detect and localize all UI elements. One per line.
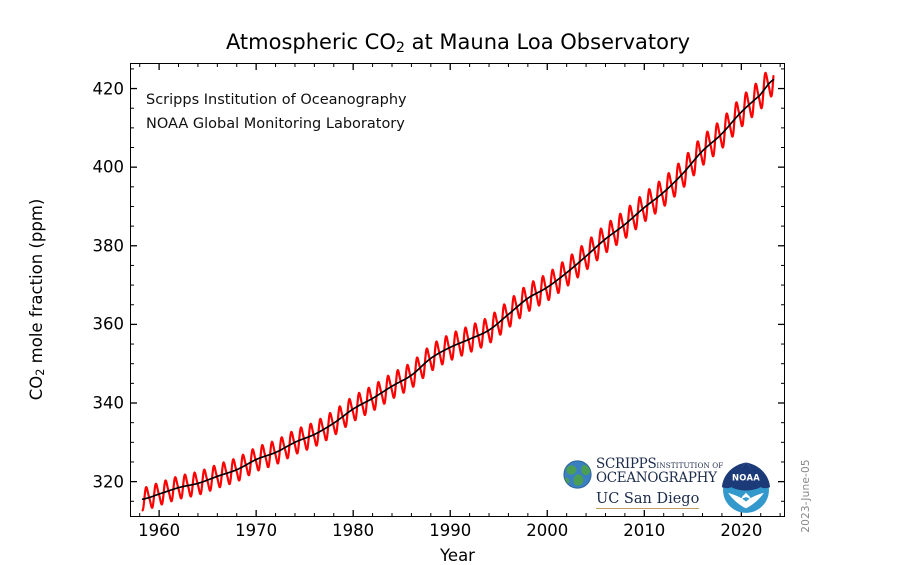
logo-group: SCRIPPSINSTITUTION OF OCEANOGRAPHY UC Sa…: [563, 456, 778, 518]
x-tick-label-2000: 2000: [526, 521, 569, 540]
x-axis-tick-labels: 1960 1970 1980 1990 2000 2010 2020: [0, 521, 916, 551]
annotation-line-scripps: Scripps Institution of Oceanography: [146, 92, 407, 108]
series-monthly-co2: [141, 71, 775, 512]
y-tick-label-320: 320: [92, 472, 125, 492]
y-axis-label-subscript: 2: [34, 368, 48, 376]
x-tick-label-2020: 2020: [720, 521, 763, 540]
y-tick-label-400: 400: [92, 157, 125, 177]
scripps-wordmark-line1: SCRIPPSINSTITUTION OF: [596, 456, 723, 472]
y-tick-label-340: 340: [92, 393, 125, 413]
x-tick-label-2010: 2010: [623, 521, 666, 540]
chart-title-pre: Atmospheric CO: [225, 30, 396, 54]
x-tick-label-1960: 1960: [138, 521, 181, 540]
x-axis-label: Year: [440, 546, 475, 565]
y-axis-label-pre: CO: [26, 375, 46, 401]
plot-area: [130, 63, 785, 517]
chart-title-post: at Mauna Loa Observatory: [404, 30, 691, 54]
scripps-institution-of: INSTITUTION OF: [656, 461, 724, 470]
x-tick-label-1980: 1980: [332, 521, 375, 540]
y-axis-tick-labels: 320 340 360 380 400 420: [62, 0, 125, 558]
chart-title-subscript: 2: [395, 40, 405, 57]
y-axis-label-post: mole fraction (ppm): [26, 198, 46, 369]
data-canvas: [141, 71, 775, 512]
annotation-line-noaa: NOAA Global Monitoring Laboratory: [146, 116, 405, 132]
globe-icon: [563, 460, 592, 489]
x-tick-label-1970: 1970: [235, 521, 278, 540]
noaa-logo: NOAA: [721, 462, 771, 513]
chart-title: Atmospheric CO2 at Mauna Loa Observatory: [0, 30, 916, 56]
y-axis-label: CO2 mole fraction (ppm): [26, 198, 48, 401]
scripps-oceanography: OCEANOGRAPHY: [596, 469, 717, 486]
y-tick-label-360: 360: [92, 314, 125, 334]
series-trend-co2: [141, 78, 775, 501]
y-tick-label-380: 380: [92, 236, 125, 256]
source-annotation: Scripps Institution of Oceanography NOAA…: [146, 88, 407, 136]
scripps-wordmark: SCRIPPSINSTITUTION OF OCEANOGRAPHY: [596, 456, 723, 486]
y-tick-label-420: 420: [92, 79, 125, 99]
ucsd-wordmark: UC San Diego: [596, 491, 700, 509]
scripps-logo: SCRIPPSINSTITUTION OF OCEANOGRAPHY UC Sa…: [563, 456, 723, 516]
x-tick-label-1990: 1990: [429, 521, 472, 540]
noaa-logo-text: NOAA: [732, 472, 760, 482]
date-stamp: 2023-June-05: [799, 459, 812, 533]
scripps-name: SCRIPPS: [596, 456, 657, 472]
